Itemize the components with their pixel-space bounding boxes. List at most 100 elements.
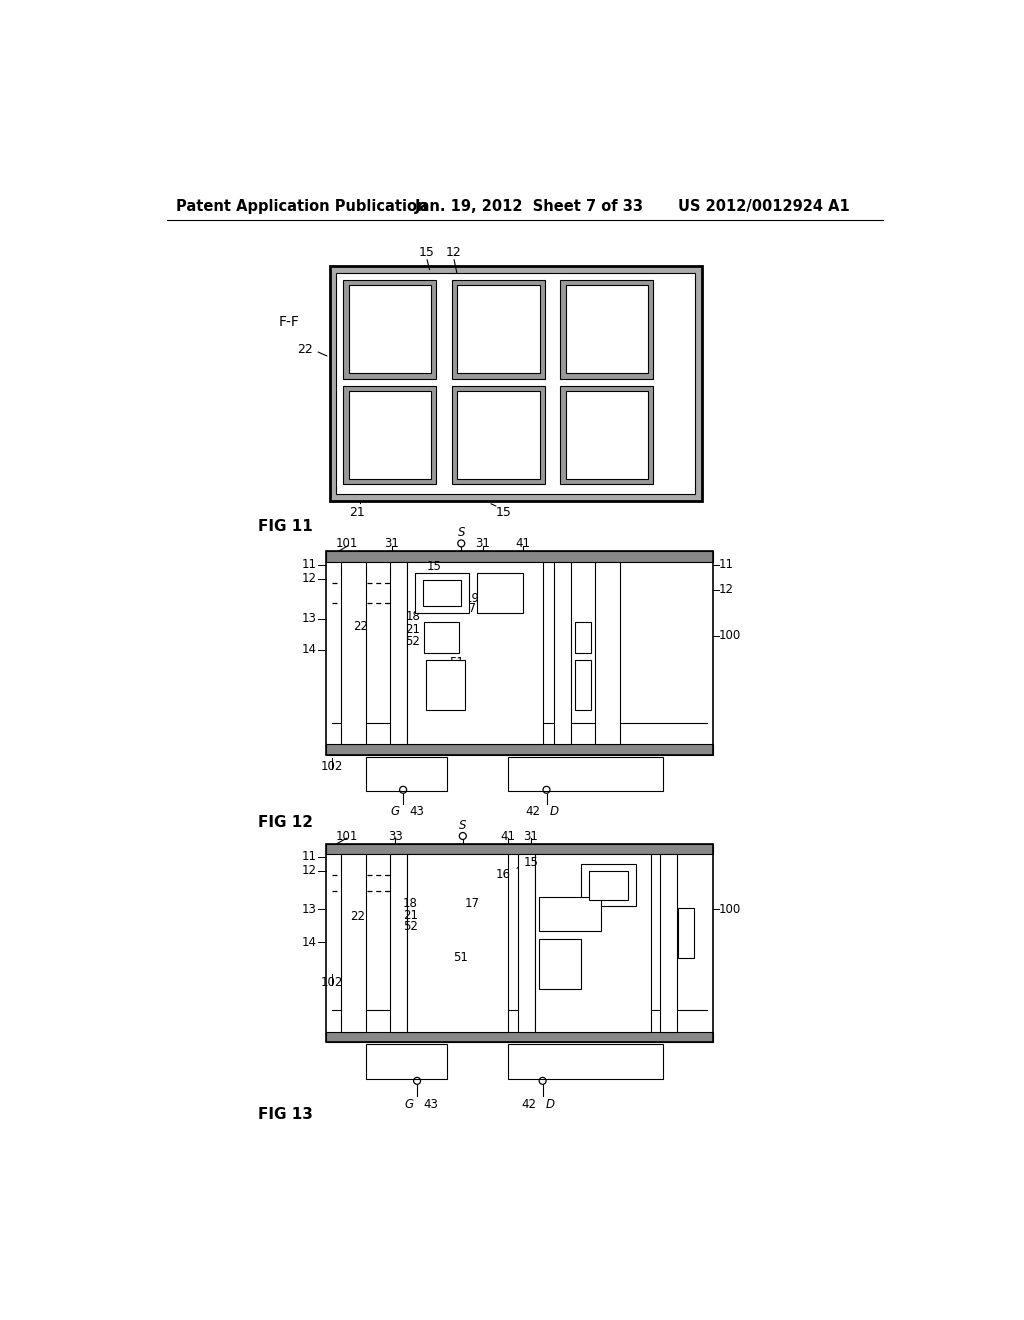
Text: 18: 18: [403, 898, 418, 911]
Bar: [426, 660, 465, 710]
Bar: [575, 660, 591, 710]
Text: 22: 22: [352, 620, 368, 634]
Bar: [366, 1044, 447, 1078]
Text: 101: 101: [336, 829, 358, 842]
Text: 21: 21: [349, 506, 366, 519]
Text: 41: 41: [516, 537, 530, 550]
Bar: [560, 280, 653, 379]
Bar: [330, 267, 701, 502]
Text: 42: 42: [525, 805, 541, 818]
Text: 22: 22: [375, 306, 390, 319]
Text: 101: 101: [336, 537, 358, 550]
Bar: [458, 285, 540, 374]
Text: $\neg$22: $\neg$22: [371, 305, 395, 317]
Bar: [566, 391, 648, 479]
Text: 52: 52: [406, 635, 420, 648]
Bar: [349, 285, 431, 374]
Text: D: D: [550, 805, 559, 818]
Text: 15: 15: [523, 855, 539, 869]
Text: 102: 102: [321, 760, 343, 774]
Text: 12: 12: [719, 583, 733, 597]
Bar: [341, 562, 366, 744]
Bar: [660, 854, 678, 1032]
Text: 11: 11: [301, 850, 316, 863]
Text: 16: 16: [420, 572, 434, 585]
Bar: [341, 854, 366, 1032]
Bar: [326, 552, 713, 755]
Bar: [326, 843, 713, 1043]
Text: Patent Application Publication: Patent Application Publication: [176, 198, 428, 214]
Bar: [407, 562, 543, 744]
Text: 100: 100: [719, 903, 740, 916]
Bar: [423, 579, 461, 606]
Bar: [554, 562, 571, 744]
Bar: [518, 854, 535, 1032]
Text: 31: 31: [523, 829, 539, 842]
Text: 21: 21: [406, 623, 421, 636]
Bar: [458, 391, 540, 479]
Bar: [560, 385, 653, 484]
Text: 18: 18: [406, 610, 420, 623]
Bar: [477, 573, 523, 612]
Text: 13: 13: [301, 903, 316, 916]
Bar: [326, 1032, 713, 1043]
Bar: [508, 1044, 663, 1078]
Bar: [349, 391, 431, 479]
Text: 16: 16: [473, 305, 488, 317]
Text: S: S: [459, 818, 467, 832]
Bar: [535, 854, 651, 1032]
Bar: [575, 622, 591, 653]
Text: 22: 22: [350, 911, 366, 924]
Text: 17: 17: [465, 898, 480, 911]
Text: 100: 100: [719, 630, 740, 643]
Text: 41: 41: [501, 829, 515, 842]
Text: 51: 51: [450, 656, 465, 669]
Bar: [326, 744, 713, 755]
Text: FIG 13: FIG 13: [258, 1107, 313, 1122]
Bar: [337, 273, 694, 494]
Text: 12: 12: [445, 246, 462, 259]
Bar: [582, 863, 636, 906]
Bar: [508, 756, 663, 792]
Text: 33: 33: [388, 829, 402, 842]
Text: 42: 42: [521, 1098, 537, 1111]
Text: 15: 15: [427, 560, 442, 573]
Bar: [539, 896, 601, 932]
Text: 31: 31: [475, 537, 490, 550]
Bar: [326, 843, 713, 854]
Bar: [595, 562, 621, 744]
Text: 52: 52: [403, 920, 418, 933]
Text: 21: 21: [403, 908, 418, 921]
Text: S: S: [458, 527, 465, 539]
Text: D: D: [546, 1098, 555, 1111]
Text: 51: 51: [454, 952, 468, 964]
Text: 15: 15: [419, 246, 434, 259]
Bar: [539, 940, 582, 989]
Bar: [589, 871, 628, 900]
Text: 14: 14: [301, 936, 316, 949]
Bar: [415, 573, 469, 612]
Bar: [678, 908, 693, 958]
Bar: [390, 562, 407, 744]
Text: 19: 19: [465, 593, 480, 606]
Bar: [566, 285, 648, 374]
Text: 15: 15: [496, 506, 512, 519]
Text: US 2012/0012924 A1: US 2012/0012924 A1: [678, 198, 850, 214]
Text: FIG 12: FIG 12: [258, 814, 313, 830]
Text: 16: 16: [496, 869, 511, 880]
Text: G: G: [391, 805, 400, 818]
Text: 43: 43: [410, 805, 424, 818]
Bar: [390, 854, 407, 1032]
Bar: [326, 552, 713, 562]
Bar: [452, 385, 545, 484]
Bar: [407, 854, 508, 1032]
Bar: [452, 280, 545, 379]
Text: 102: 102: [321, 975, 343, 989]
Text: 13: 13: [301, 612, 316, 626]
Text: Jan. 19, 2012  Sheet 7 of 33: Jan. 19, 2012 Sheet 7 of 33: [415, 198, 644, 214]
Text: 11: 11: [719, 558, 733, 572]
Text: 22: 22: [297, 343, 312, 356]
Bar: [366, 756, 447, 792]
Text: 11: 11: [301, 558, 316, 572]
Bar: [343, 385, 436, 484]
